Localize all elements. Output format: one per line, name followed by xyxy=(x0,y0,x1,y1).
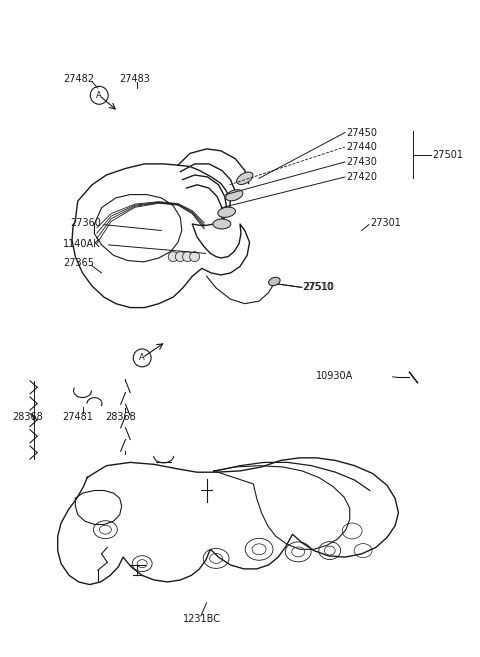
Circle shape xyxy=(190,252,200,261)
Text: 10930A: 10930A xyxy=(316,371,354,380)
Ellipse shape xyxy=(226,190,243,201)
Text: A: A xyxy=(139,353,145,363)
Text: 27365: 27365 xyxy=(63,258,95,268)
Ellipse shape xyxy=(237,172,253,185)
Text: 1140AK: 1140AK xyxy=(63,238,101,248)
Ellipse shape xyxy=(213,219,231,229)
Text: 27450: 27450 xyxy=(346,127,377,137)
Text: 1231BC: 1231BC xyxy=(183,614,221,624)
Text: 27420: 27420 xyxy=(346,172,377,182)
Text: 28368: 28368 xyxy=(12,412,43,422)
Text: 27482: 27482 xyxy=(63,74,95,84)
Ellipse shape xyxy=(269,277,280,286)
Circle shape xyxy=(168,252,178,261)
Text: 27430: 27430 xyxy=(346,157,377,167)
Text: 27481: 27481 xyxy=(62,412,93,422)
Text: 27501: 27501 xyxy=(432,150,463,160)
Text: 27510: 27510 xyxy=(303,283,334,292)
Text: 27301: 27301 xyxy=(370,217,401,228)
Circle shape xyxy=(182,252,192,261)
Text: 27360: 27360 xyxy=(71,217,101,228)
Text: 27483: 27483 xyxy=(120,74,151,84)
Text: 28368: 28368 xyxy=(106,412,136,422)
Text: 27510: 27510 xyxy=(302,283,333,292)
Ellipse shape xyxy=(218,207,236,217)
Text: A: A xyxy=(96,91,102,100)
Text: 27440: 27440 xyxy=(346,142,377,152)
Circle shape xyxy=(175,252,185,261)
